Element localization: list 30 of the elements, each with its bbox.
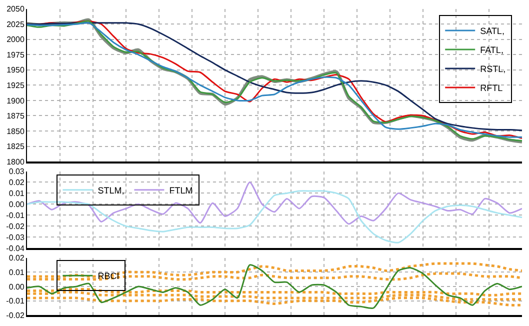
y-tick-label: -0.04 <box>6 244 25 253</box>
y-tick-label: 0.02 <box>8 254 25 263</box>
y-tick-label: 0.02 <box>8 178 25 188</box>
y-tick-label: 1950 <box>6 66 25 75</box>
y-tick-label: 0.00 <box>8 282 25 292</box>
legend-label: STLM, <box>98 185 124 196</box>
y-tick-label: 2000 <box>6 35 25 44</box>
y-tick-label: 0.03 <box>8 167 25 176</box>
y-tick-label: 1800 <box>6 157 25 166</box>
y-tick-label: -0.01 <box>6 210 25 220</box>
y-tick-label: 0.00 <box>8 200 25 209</box>
y-tick-label: 1975 <box>6 50 25 60</box>
y-tick-label: -0.01 <box>6 296 25 306</box>
y-tick-label: 0.01 <box>8 268 25 277</box>
legend-label: FTLM <box>169 185 193 196</box>
legend-label: RFTL <box>480 82 503 93</box>
y-tick-label: 2050 <box>6 4 25 14</box>
legend-label: SATL, <box>480 26 504 36</box>
y-tick-label: 1850 <box>6 126 25 136</box>
y-tick-label: -0.03 <box>6 232 25 242</box>
y-tick-label: 1900 <box>6 96 25 106</box>
y-tick-label: 2025 <box>6 20 25 29</box>
y-tick-label: -0.02 <box>6 310 25 320</box>
legend-label: FATL, <box>480 44 504 55</box>
y-tick-label: 1825 <box>6 142 25 152</box>
y-tick-label: 1875 <box>6 112 25 121</box>
y-tick-label: 1925 <box>6 80 25 90</box>
y-tick-label: -0.02 <box>6 222 25 231</box>
legend-label: RSTL, <box>480 64 506 74</box>
y-tick-label: 0.01 <box>8 189 25 198</box>
